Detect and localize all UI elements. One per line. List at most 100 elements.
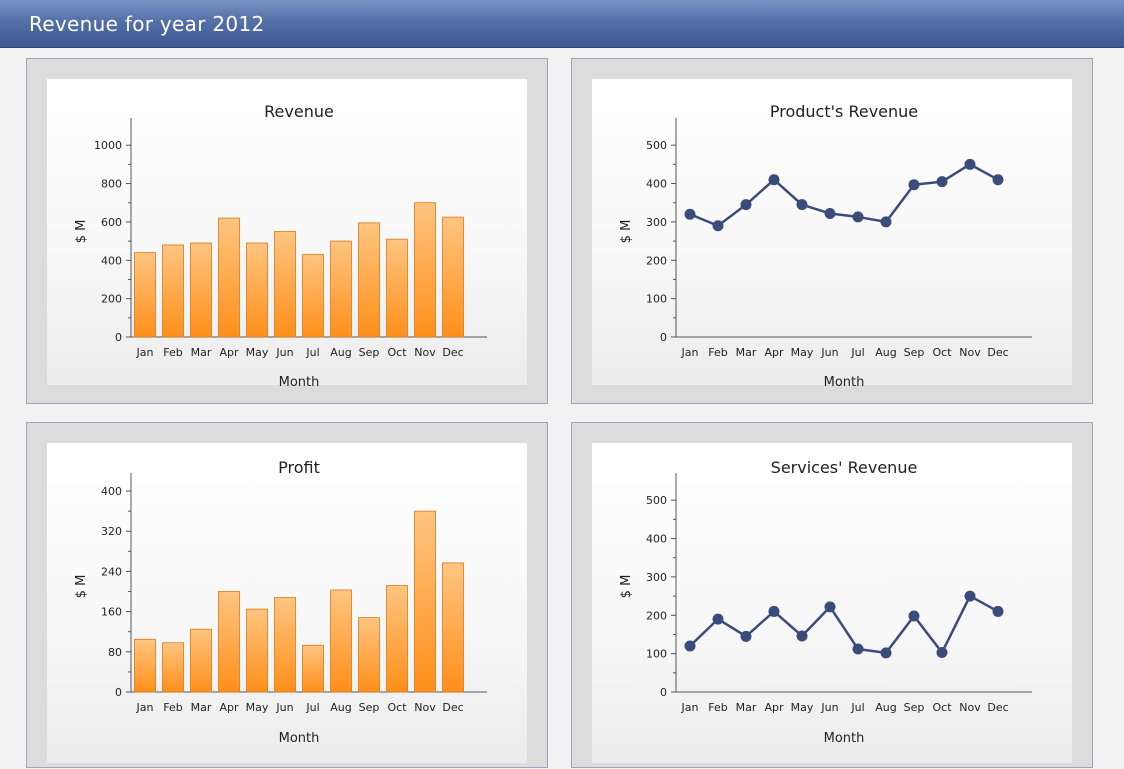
product-chart-title: Product's Revenue (770, 102, 918, 121)
profit-y-tick-label: 160 (101, 606, 122, 619)
revenue-x-tick-label: Mar (191, 346, 212, 359)
services-x-tick-label: Nov (959, 701, 981, 714)
services-revenue-chart: Services' Revenue 0 100 200 300 400 500 $ M Mont… (619, 458, 1032, 746)
product-x-tick-label: Dec (987, 346, 1008, 359)
services-y-tick-label: 500 (646, 494, 667, 507)
services-series-line (689, 594, 999, 655)
profit-bar-feb (162, 642, 184, 693)
product-x-tick-label: Oct (932, 346, 952, 359)
revenue-x-tick-label: May (246, 346, 269, 359)
profit-bar-sep (358, 617, 380, 693)
profit-x-tick-label: Apr (219, 701, 239, 714)
revenue-x-tick-label: Sep (359, 346, 380, 359)
services-x-tick-label: Mar (736, 701, 757, 714)
profit-x-tick-label: Oct (387, 701, 407, 714)
product-y-tick-label: 500 (646, 139, 667, 152)
revenue-x-tick-label: Oct (387, 346, 407, 359)
product-x-tick-label: Mar (736, 346, 757, 359)
profit-y-tick-label: 0 (115, 686, 122, 699)
services-x-tick-label: Jan (681, 701, 699, 714)
revenue-x-tick-label: Jul (305, 346, 319, 359)
services-revenue-chart-panel: Services' Revenue 0 100 200 300 400 500 $ M Mont… (571, 422, 1093, 768)
revenue-bar-jul (302, 254, 324, 338)
revenue-x-tick-label: Aug (330, 346, 351, 359)
product-point-dec (992, 174, 1004, 186)
revenue-y-tick-label: 600 (101, 216, 122, 229)
product-x-tick-label: May (791, 346, 814, 359)
profit-y-tick-label: 80 (108, 646, 122, 659)
services-point-jul (852, 643, 864, 655)
revenue-chart-title: Revenue (264, 102, 334, 121)
services-y-axis-label: $ M (619, 575, 634, 599)
revenue-chart: Revenue 0 200 400 600 800 1000 $ M Month Jan Feb Ma… (74, 102, 487, 390)
product-x-tick-label: Feb (708, 346, 727, 359)
revenue-y-tick-label: 1000 (94, 139, 122, 152)
product-series-line (689, 163, 999, 227)
services-y-tick-label: 400 (646, 533, 667, 546)
revenue-x-tick-label: Jun (275, 346, 293, 359)
product-point-jul (852, 211, 864, 223)
profit-x-tick-label: Jan (136, 701, 154, 714)
product-y-axis-label: $ M (619, 220, 634, 244)
revenue-x-axis-label: Month (279, 375, 320, 390)
product-y-tick-label: 400 (646, 178, 667, 191)
services-point-oct (936, 646, 948, 658)
services-x-axis-label: Month (824, 731, 865, 746)
revenue-y-tick-label: 400 (101, 254, 122, 267)
product-x-axis-label: Month (824, 375, 865, 390)
services-point-apr (768, 605, 780, 617)
services-point-jan (684, 640, 696, 652)
services-x-tick-label: Oct (932, 701, 952, 714)
revenue-x-tick-label: Apr (219, 346, 239, 359)
revenue-y-tick-label: 800 (101, 178, 122, 191)
services-point-jun (824, 601, 836, 613)
services-y-tick-label: 100 (646, 648, 667, 661)
product-point-aug (880, 216, 892, 228)
product-x-tick-label: Jun (820, 346, 838, 359)
services-point-feb (712, 613, 724, 625)
revenue-bar-oct (386, 238, 408, 338)
product-revenue-plot-area (592, 79, 1072, 385)
services-x-tick-label: May (791, 701, 814, 714)
product-x-tick-label: Jan (681, 346, 699, 359)
profit-chart-panel: Profit 0 80 160 240 320 400 $ M Month Jan Feb Mar Ap… (26, 422, 548, 768)
product-x-tick-label: Sep (904, 346, 925, 359)
product-point-jan (684, 208, 696, 220)
services-x-tick-label: Sep (904, 701, 925, 714)
revenue-bar-feb (162, 244, 184, 338)
product-y-tick-label: 200 (646, 254, 667, 267)
product-point-may (796, 199, 808, 211)
revenue-bar-jan (134, 252, 156, 338)
profit-bar-mar (190, 628, 212, 693)
product-point-sep (908, 179, 920, 191)
profit-x-tick-label: Jul (305, 701, 319, 714)
profit-bar-jul (302, 644, 324, 693)
revenue-bar-jun (274, 231, 296, 338)
services-x-tick-label: Jun (820, 701, 838, 714)
services-y-tick-label: 300 (646, 571, 667, 584)
profit-y-tick-label: 320 (101, 525, 122, 538)
profit-x-tick-label: Feb (163, 701, 182, 714)
revenue-bar-nov (414, 202, 436, 338)
profit-bar-nov (414, 510, 436, 693)
product-point-nov (964, 158, 976, 170)
services-x-tick-label: Jul (850, 701, 864, 714)
profit-bar-oct (386, 585, 408, 693)
product-y-tick-label: 100 (646, 293, 667, 306)
product-point-jun (824, 207, 836, 219)
profit-bar-jun (274, 597, 296, 693)
services-point-may (796, 630, 808, 642)
product-point-apr (768, 174, 780, 186)
profit-y-tick-label: 240 (101, 565, 122, 578)
profit-chart-title: Profit (278, 458, 320, 477)
profit-y-axis-label: $ M (74, 575, 89, 599)
profit-x-tick-label: Dec (442, 701, 463, 714)
profit-x-tick-label: Sep (359, 701, 380, 714)
product-y-tick-label: 300 (646, 216, 667, 229)
services-y-tick-label: 200 (646, 609, 667, 622)
profit-x-tick-label: Jun (275, 701, 293, 714)
revenue-y-axis-label: $ M (74, 220, 89, 244)
profit-bar-aug (330, 589, 352, 693)
services-point-dec (992, 605, 1004, 617)
product-revenue-chart-panel: Product's Revenue 0 100 200 300 400 500 $ M Mont… (571, 58, 1093, 404)
